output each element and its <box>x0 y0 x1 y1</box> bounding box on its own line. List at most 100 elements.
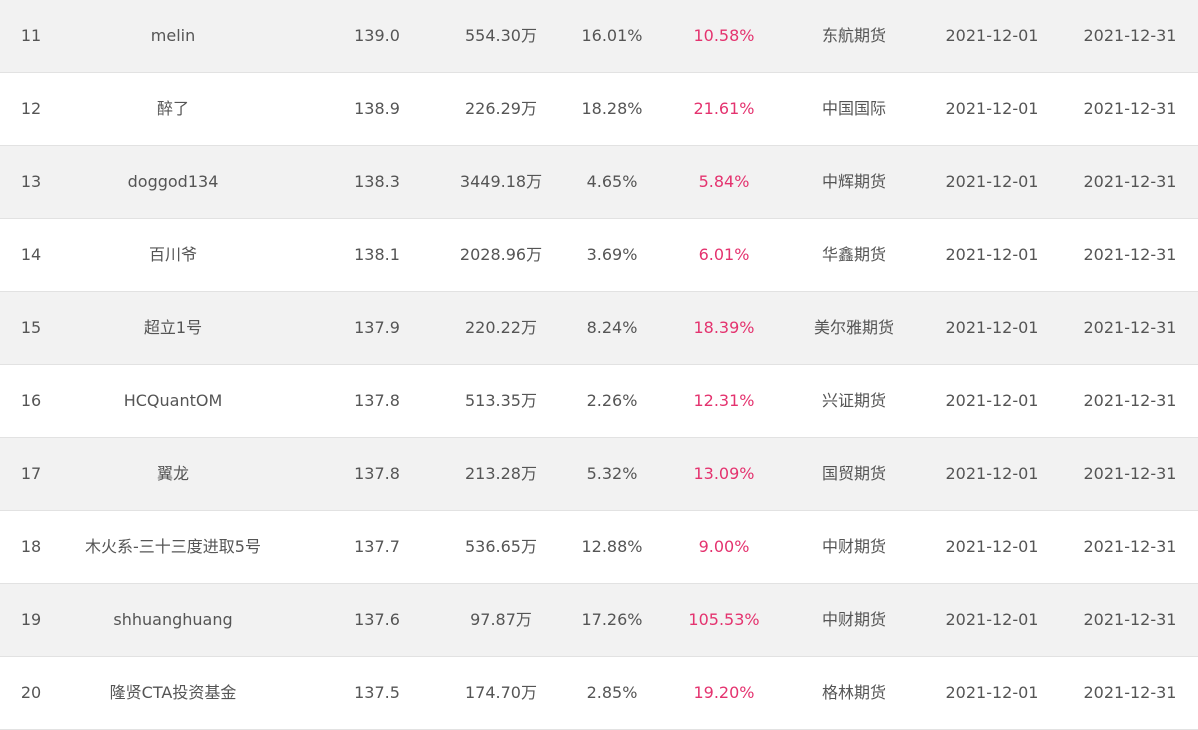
rank-cell: 16 <box>20 391 42 410</box>
rank-cell: 12 <box>20 99 42 118</box>
return-cell: 13.09% <box>693 464 755 483</box>
scale-cell: 174.70万 <box>465 683 537 702</box>
account-name-cell: HCQuantOM <box>123 391 223 410</box>
rank-cell: 19 <box>20 610 42 629</box>
broker-cell: 中国国际 <box>821 99 886 118</box>
scale-cell: 97.87万 <box>470 610 532 629</box>
drawdown-cell: 2.26% <box>586 391 638 410</box>
broker-cell: 华鑫期货 <box>821 245 886 264</box>
end-date-cell: 2021-12-31 <box>1083 683 1177 702</box>
drawdown-cell: 8.24% <box>586 318 638 337</box>
scale-cell: 536.65万 <box>465 537 537 556</box>
scale-cell: 220.22万 <box>465 318 537 337</box>
account-name-cell: 翼龙 <box>156 464 189 483</box>
table-row[interactable]: 13 doggod134 138.3 3449.18万 4.65% 5.84% … <box>0 146 1198 219</box>
end-date-cell: 2021-12-31 <box>1083 537 1177 556</box>
start-date-cell: 2021-12-01 <box>945 610 1039 629</box>
drawdown-cell: 3.69% <box>586 245 638 264</box>
drawdown-cell: 17.26% <box>581 610 643 629</box>
rank-cell: 14 <box>20 245 42 264</box>
table-row[interactable]: 15 超立1号 137.9 220.22万 8.24% 18.39% 美尔雅期货… <box>0 292 1198 365</box>
broker-cell: 国贸期货 <box>821 464 886 483</box>
score-cell: 137.8 <box>354 464 400 483</box>
account-name-cell: 百川爷 <box>148 245 197 264</box>
table-row[interactable]: 18 木火系-三十三度进取5号 137.7 536.65万 12.88% 9.0… <box>0 511 1198 584</box>
rank-cell: 17 <box>20 464 42 483</box>
broker-cell: 中辉期货 <box>821 172 886 191</box>
end-date-cell: 2021-12-31 <box>1083 245 1177 264</box>
account-name-cell: doggod134 <box>127 172 219 191</box>
drawdown-cell: 18.28% <box>581 99 643 118</box>
drawdown-cell: 4.65% <box>586 172 638 191</box>
scale-cell: 513.35万 <box>465 391 537 410</box>
account-name-cell: 木火系-三十三度进取5号 <box>85 537 261 556</box>
start-date-cell: 2021-12-01 <box>945 464 1039 483</box>
return-cell: 19.20% <box>693 683 755 702</box>
score-cell: 138.9 <box>354 99 400 118</box>
broker-cell: 中财期货 <box>821 610 886 629</box>
end-date-cell: 2021-12-31 <box>1083 172 1177 191</box>
start-date-cell: 2021-12-01 <box>945 245 1039 264</box>
broker-cell: 中财期货 <box>821 537 886 556</box>
score-cell: 139.0 <box>354 26 400 45</box>
table-row[interactable]: 16 HCQuantOM 137.8 513.35万 2.26% 12.31% … <box>0 365 1198 438</box>
table-row[interactable]: 14 百川爷 138.1 2028.96万 3.69% 6.01% 华鑫期货 2… <box>0 219 1198 292</box>
rank-cell: 20 <box>20 683 42 702</box>
account-name-cell: 超立1号 <box>143 318 203 337</box>
table-row[interactable]: 11 melin 139.0 554.30万 16.01% 10.58% 东航期… <box>0 0 1198 73</box>
score-cell: 137.8 <box>354 391 400 410</box>
end-date-cell: 2021-12-31 <box>1083 610 1177 629</box>
start-date-cell: 2021-12-01 <box>945 99 1039 118</box>
drawdown-cell: 5.32% <box>586 464 638 483</box>
score-cell: 137.5 <box>354 683 400 702</box>
broker-cell: 格林期货 <box>821 683 886 702</box>
return-cell: 10.58% <box>693 26 755 45</box>
scale-cell: 554.30万 <box>465 26 537 45</box>
scale-cell: 226.29万 <box>465 99 537 118</box>
broker-cell: 东航期货 <box>821 26 886 45</box>
start-date-cell: 2021-12-01 <box>945 537 1039 556</box>
account-name-cell: 醉了 <box>156 99 189 118</box>
return-cell: 105.53% <box>688 610 760 629</box>
end-date-cell: 2021-12-31 <box>1083 391 1177 410</box>
score-cell: 137.9 <box>354 318 400 337</box>
start-date-cell: 2021-12-01 <box>945 26 1039 45</box>
rank-cell: 13 <box>20 172 42 191</box>
score-cell: 138.3 <box>354 172 400 191</box>
return-cell: 12.31% <box>693 391 755 410</box>
broker-cell: 美尔雅期货 <box>813 318 894 337</box>
score-cell: 138.1 <box>354 245 400 264</box>
return-cell: 6.01% <box>698 245 750 264</box>
score-cell: 137.6 <box>354 610 400 629</box>
drawdown-cell: 12.88% <box>581 537 643 556</box>
start-date-cell: 2021-12-01 <box>945 683 1039 702</box>
broker-cell: 兴证期货 <box>821 391 886 410</box>
return-cell: 21.61% <box>693 99 755 118</box>
drawdown-cell: 16.01% <box>581 26 643 45</box>
return-cell: 9.00% <box>698 537 750 556</box>
return-cell: 18.39% <box>693 318 755 337</box>
table-row[interactable]: 12 醉了 138.9 226.29万 18.28% 21.61% 中国国际 2… <box>0 73 1198 146</box>
account-name-cell: melin <box>150 26 196 45</box>
account-name-cell: 隆贤CTA投资基金 <box>109 683 237 702</box>
start-date-cell: 2021-12-01 <box>945 318 1039 337</box>
start-date-cell: 2021-12-01 <box>945 172 1039 191</box>
table-row[interactable]: 20 隆贤CTA投资基金 137.5 174.70万 2.85% 19.20% … <box>0 657 1198 730</box>
rank-cell: 15 <box>20 318 42 337</box>
scale-cell: 3449.18万 <box>459 172 543 191</box>
end-date-cell: 2021-12-31 <box>1083 99 1177 118</box>
table-row[interactable]: 19 shhuanghuang 137.6 97.87万 17.26% 105.… <box>0 584 1198 657</box>
drawdown-cell: 2.85% <box>586 683 638 702</box>
score-cell: 137.7 <box>354 537 400 556</box>
return-cell: 5.84% <box>698 172 750 191</box>
rank-cell: 18 <box>20 537 42 556</box>
end-date-cell: 2021-12-31 <box>1083 318 1177 337</box>
scale-cell: 2028.96万 <box>459 245 543 264</box>
account-name-cell: shhuanghuang <box>113 610 233 629</box>
rank-cell: 11 <box>20 26 42 45</box>
start-date-cell: 2021-12-01 <box>945 391 1039 410</box>
end-date-cell: 2021-12-31 <box>1083 26 1177 45</box>
end-date-cell: 2021-12-31 <box>1083 464 1177 483</box>
table-row[interactable]: 17 翼龙 137.8 213.28万 5.32% 13.09% 国贸期货 20… <box>0 438 1198 511</box>
